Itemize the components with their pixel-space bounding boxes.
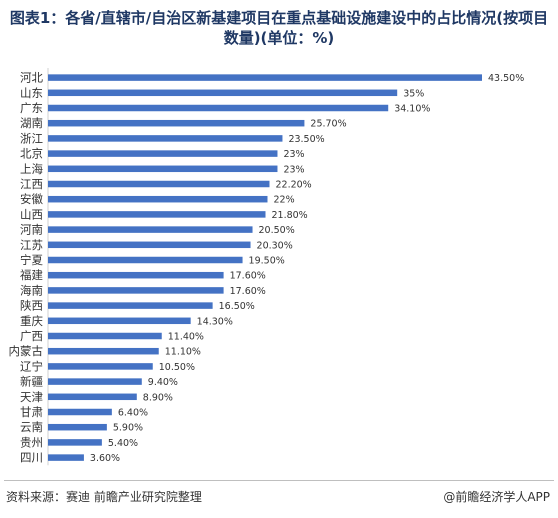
category-label: 湖南 bbox=[20, 116, 43, 130]
bar bbox=[48, 347, 159, 355]
bar bbox=[48, 271, 224, 279]
bar bbox=[48, 74, 482, 81]
value-label: 14.30% bbox=[197, 316, 233, 327]
bar bbox=[48, 378, 142, 385]
category-label: 浙江 bbox=[20, 131, 43, 145]
category-label: 江西 bbox=[20, 177, 43, 191]
value-label: 6.40% bbox=[118, 408, 148, 419]
category-label: 江苏 bbox=[20, 238, 43, 252]
category-label: 四川 bbox=[20, 451, 43, 465]
category-label: 重庆 bbox=[20, 314, 43, 328]
bar bbox=[48, 119, 305, 127]
category-label: 陕西 bbox=[20, 299, 43, 313]
category-label: 上海 bbox=[20, 162, 43, 176]
value-label: 21.80% bbox=[271, 210, 307, 221]
category-label: 山东 bbox=[20, 86, 43, 100]
value-label: 17.60% bbox=[230, 271, 266, 282]
value-label: 16.50% bbox=[219, 301, 255, 312]
category-label: 河南 bbox=[20, 223, 43, 237]
chart-title: 图表1：各省/直辖市/自治区新基建项目在重点基础设施建设中的占比情况(按项目数量… bbox=[9, 9, 549, 47]
value-label: 17.60% bbox=[230, 286, 266, 297]
footer-divider bbox=[4, 480, 554, 481]
bar bbox=[48, 287, 224, 294]
bar bbox=[48, 256, 243, 264]
value-label: 10.50% bbox=[159, 362, 195, 373]
category-label: 海南 bbox=[20, 283, 43, 297]
category-label: 甘肃 bbox=[20, 405, 43, 419]
bar bbox=[48, 363, 153, 370]
value-label: 20.30% bbox=[257, 240, 293, 251]
value-label: 23% bbox=[283, 164, 304, 175]
category-label: 福建 bbox=[20, 268, 43, 282]
value-label: 23% bbox=[283, 149, 304, 160]
category-label: 山西 bbox=[20, 207, 43, 221]
bar bbox=[48, 317, 191, 325]
category-label: 新疆 bbox=[20, 375, 43, 389]
category-label: 北京 bbox=[20, 147, 43, 161]
bar bbox=[48, 393, 137, 401]
value-label: 35% bbox=[403, 88, 424, 99]
value-label: 22% bbox=[273, 195, 294, 206]
category-label: 内蒙古 bbox=[9, 344, 44, 358]
category-label: 天津 bbox=[20, 390, 43, 404]
category-label: 广东 bbox=[20, 101, 43, 115]
value-label: 22.20% bbox=[275, 180, 311, 191]
value-label: 5.40% bbox=[108, 438, 138, 449]
bar bbox=[48, 408, 112, 416]
value-label: 20.50% bbox=[259, 225, 295, 236]
bar-chart: 河北山东广东湖南浙江北京上海江西安徽山西河南江苏宁夏福建海南陕西重庆广西内蒙古辽… bbox=[9, 68, 524, 466]
value-label: 9.40% bbox=[148, 377, 178, 388]
bar bbox=[48, 241, 251, 249]
category-label: 宁夏 bbox=[20, 253, 43, 267]
value-label: 11.10% bbox=[165, 347, 201, 358]
category-label: 河北 bbox=[20, 71, 43, 85]
value-label: 34.10% bbox=[394, 104, 430, 115]
source-note: 资料来源：赛迪 前瞻产业研究院整理 bbox=[6, 490, 202, 504]
value-labels: 43.50% 35% 34.10% 25.70% 23.50% 23% 23% 22.20% 2… bbox=[90, 73, 524, 464]
bars bbox=[48, 74, 482, 461]
value-label: 23.50% bbox=[288, 134, 324, 145]
bar bbox=[48, 104, 389, 112]
category-label: 安徽 bbox=[20, 192, 43, 206]
value-label: 3.60% bbox=[90, 453, 120, 464]
bar bbox=[48, 195, 268, 203]
bar bbox=[48, 89, 398, 97]
bar bbox=[48, 302, 213, 309]
bar bbox=[48, 180, 270, 188]
bar bbox=[48, 423, 107, 431]
bar bbox=[48, 226, 253, 233]
value-label: 25.70% bbox=[310, 119, 346, 130]
credit-note: @前瞻经济学人APP bbox=[443, 490, 550, 504]
bar bbox=[48, 439, 102, 446]
bar bbox=[48, 150, 278, 157]
bar bbox=[48, 165, 278, 173]
value-label: 8.90% bbox=[143, 392, 173, 403]
category-label: 云南 bbox=[20, 420, 43, 434]
category-label: 广西 bbox=[20, 329, 43, 343]
bar bbox=[48, 135, 283, 142]
category-label: 辽宁 bbox=[20, 359, 43, 373]
category-labels: 河北山东广东湖南浙江北京上海江西安徽山西河南江苏宁夏福建海南陕西重庆广西内蒙古辽… bbox=[9, 71, 44, 465]
value-label: 5.90% bbox=[113, 423, 143, 434]
value-label: 43.50% bbox=[488, 73, 524, 84]
bar bbox=[48, 211, 266, 218]
category-label: 贵州 bbox=[20, 435, 43, 449]
value-label: 11.40% bbox=[168, 332, 204, 343]
bar bbox=[48, 332, 162, 340]
value-label: 19.50% bbox=[249, 256, 285, 267]
bar bbox=[48, 454, 84, 461]
